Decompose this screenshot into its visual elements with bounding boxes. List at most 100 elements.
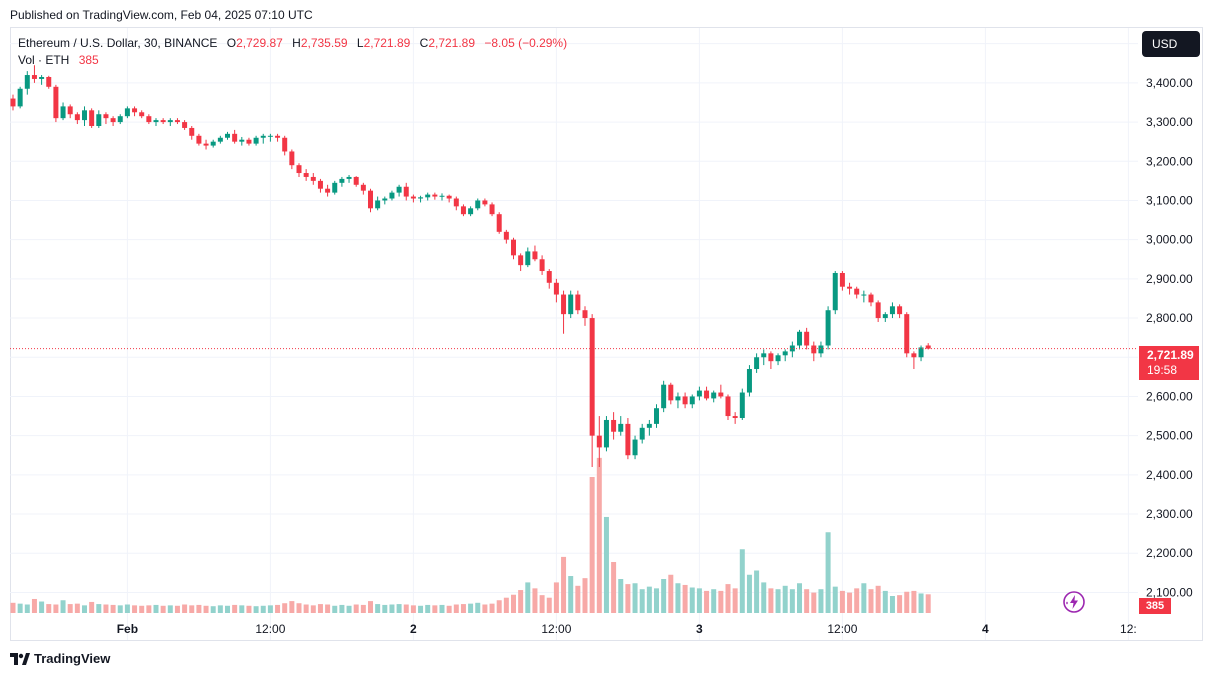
volume-bar	[825, 532, 831, 613]
volume-bar	[696, 588, 702, 613]
candle-body	[553, 282, 559, 295]
volume-bar	[882, 590, 888, 613]
price-tick-label: 3,300.00	[1146, 115, 1193, 129]
volume-bar	[668, 574, 674, 613]
volume-bar	[453, 604, 459, 613]
candle-body	[832, 272, 838, 311]
volume-bar	[446, 605, 452, 613]
candle-body	[460, 206, 466, 215]
candle-body	[332, 182, 338, 193]
candlesticks	[10, 65, 931, 468]
candle-body	[310, 176, 316, 181]
candle-body	[718, 392, 724, 397]
volume-bar	[746, 574, 752, 613]
volume-bar	[625, 584, 631, 613]
volume-bar	[346, 605, 352, 613]
published-caption: Published on TradingView.com, Feb 04, 20…	[10, 8, 313, 22]
volume-bar	[775, 589, 781, 613]
price-tick-label: 3,000.00	[1146, 233, 1193, 247]
candle-body	[689, 396, 695, 405]
lightning-icon[interactable]	[1062, 590, 1086, 614]
volume-bar	[282, 603, 288, 613]
volume-bar	[460, 604, 466, 613]
price-tick-label: 2,600.00	[1146, 389, 1193, 403]
candle-body	[561, 294, 567, 315]
volume-label[interactable]: Vol · ETH	[18, 53, 70, 67]
candle-body	[74, 114, 80, 121]
volume-bar	[267, 605, 273, 613]
volume-bar	[546, 597, 552, 613]
candle-body	[325, 188, 331, 193]
close-value: 2,721.89	[428, 36, 476, 50]
volume-bar	[732, 588, 738, 613]
volume-bar	[174, 605, 180, 613]
volume-bar	[74, 603, 80, 613]
candle-body	[696, 390, 702, 397]
price-change: −8.05 (−0.29%)	[484, 36, 568, 50]
candle-body	[439, 195, 445, 197]
volume-bar	[797, 583, 802, 613]
volume-bar	[925, 594, 931, 613]
volume-bar	[739, 549, 745, 613]
volume-bar	[704, 590, 710, 613]
volume-bar	[153, 604, 159, 613]
candle-body	[904, 314, 910, 354]
price-tick-label: 2,400.00	[1146, 468, 1193, 482]
candle-body	[182, 122, 188, 128]
volume-bar	[918, 593, 924, 613]
volume-bar	[889, 596, 895, 613]
symbol-description[interactable]: Ethereum / U.S. Dollar, 30, BINANCE	[18, 36, 218, 50]
ohlc-row: Ethereum / U.S. Dollar, 30, BINANCE O2,7…	[18, 35, 567, 52]
volume-bar	[132, 605, 138, 613]
volume-bar	[117, 605, 123, 613]
volume-bar	[904, 591, 910, 613]
candle-body	[754, 357, 760, 370]
volume-bar	[475, 602, 481, 613]
candle-body	[546, 271, 552, 283]
volume-bar	[575, 585, 581, 613]
volume-bar	[39, 601, 45, 613]
candle-body	[603, 419, 609, 448]
volume-bar	[875, 585, 881, 613]
footer-brand[interactable]: TradingView	[10, 651, 110, 666]
candle-body	[875, 302, 881, 319]
candle-body	[67, 106, 73, 115]
candle-body	[396, 186, 402, 193]
volume-bar	[196, 604, 202, 613]
volume-bar	[496, 600, 502, 613]
candle-body	[632, 439, 638, 456]
candle-body	[589, 318, 595, 436]
candle-body	[203, 143, 209, 146]
candle-body	[260, 135, 266, 138]
candle-body	[117, 116, 123, 123]
volume-bar	[768, 588, 774, 613]
volume-bar	[160, 605, 166, 613]
candle-body	[761, 353, 767, 358]
volume-bar	[275, 604, 281, 613]
volume-bar	[89, 601, 95, 613]
volume-bar	[289, 601, 295, 613]
candle-body	[861, 294, 867, 296]
volume-bar	[167, 605, 173, 613]
volume-bar	[425, 604, 431, 613]
volume-bar	[339, 604, 345, 613]
time-tick-label: 4	[982, 622, 989, 636]
chart-legend: Ethereum / U.S. Dollar, 30, BINANCE O2,7…	[18, 35, 567, 69]
candle-body	[346, 176, 352, 179]
volume-bar	[568, 576, 574, 613]
candle-body	[682, 396, 688, 405]
currency-button[interactable]: USD	[1142, 31, 1200, 57]
volume-bar	[911, 590, 917, 613]
volume-bar	[303, 604, 309, 613]
candle-body	[232, 133, 238, 142]
candle-body	[425, 194, 431, 198]
volume-bar	[368, 601, 373, 613]
volume-bar	[725, 584, 731, 613]
candle-body	[403, 186, 409, 197]
candle-body	[382, 198, 388, 201]
volume-bar	[24, 604, 30, 613]
candle-body	[110, 118, 116, 123]
price-tick-label: 3,200.00	[1146, 154, 1193, 168]
candle-body	[375, 200, 381, 209]
